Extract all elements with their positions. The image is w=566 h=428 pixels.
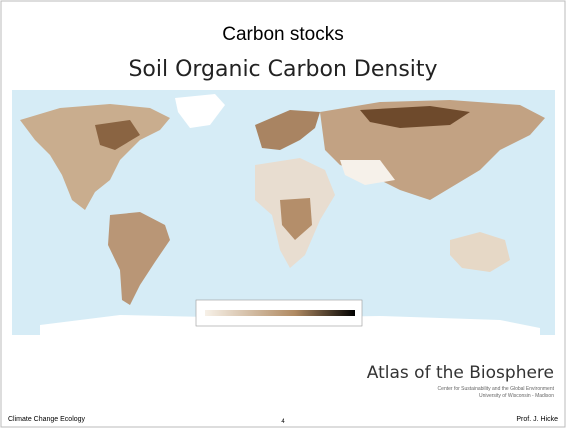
europe: [255, 110, 320, 150]
footer-left: Climate Change Ecology: [8, 416, 86, 423]
slide-title: Carbon stocks: [222, 24, 343, 45]
africa-central: [280, 198, 312, 240]
credit-line: Center for Sustainability and the Global…: [438, 386, 555, 392]
page-number: 4: [281, 419, 285, 425]
credit-name: Atlas of the Biosphere: [367, 363, 554, 383]
siberia-dense: [360, 106, 470, 128]
south-america: [108, 212, 170, 305]
credit-line: University of Wisconsin - Madison: [479, 393, 554, 399]
world-map: [12, 90, 555, 335]
legend-ramp: [205, 310, 355, 316]
north-america-dense: [95, 120, 140, 150]
australia: [450, 232, 510, 272]
figure-title: Soil Organic Carbon Density: [128, 57, 437, 82]
greenland: [175, 94, 225, 128]
arid-asia: [340, 160, 395, 185]
footer-right: Prof. J. Hicke: [516, 416, 558, 423]
